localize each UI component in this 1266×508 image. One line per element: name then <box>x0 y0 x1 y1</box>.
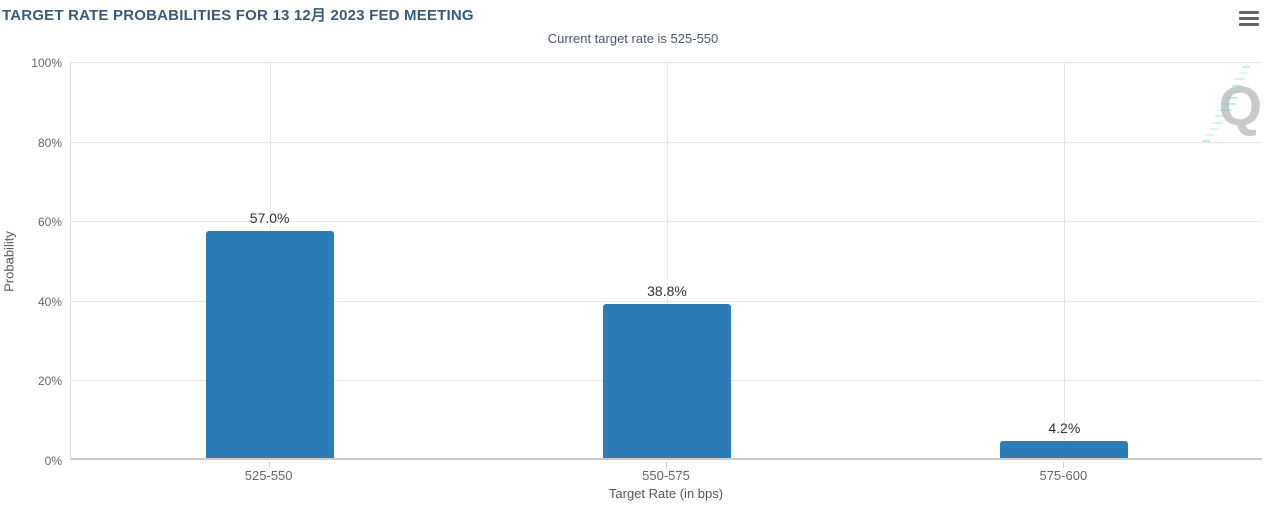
plot-area: 57.0% 38.8% 4.2% <box>70 62 1262 460</box>
x-axis-labels: 525-550 550-575 575-600 <box>70 460 1262 486</box>
bar-value-label: 4.2% <box>1014 420 1114 436</box>
category-label: 575-600 <box>1003 468 1123 483</box>
y-tick-label: 80% <box>0 136 62 150</box>
y-tick-label: 0% <box>0 454 62 468</box>
hamburger-menu-icon[interactable] <box>1239 10 1259 27</box>
category-label: 550-575 <box>606 468 726 483</box>
y-tick-label: 100% <box>0 56 62 70</box>
category-label: 525-550 <box>209 468 329 483</box>
bar-525-550[interactable] <box>206 231 334 458</box>
bar-value-label: 38.8% <box>617 283 717 299</box>
bar-575-600[interactable] <box>1000 441 1128 458</box>
menu-bar <box>1239 17 1259 20</box>
y-axis-title: Probability <box>2 207 17 317</box>
menu-bar <box>1239 11 1259 14</box>
chart-subtitle: Current target rate is 525-550 <box>0 31 1266 46</box>
x-axis-title: Target Rate (in bps) <box>70 486 1262 501</box>
bar-value-label: 57.0% <box>220 210 320 226</box>
bar-550-575[interactable] <box>603 304 731 458</box>
gridline-vertical <box>1064 62 1065 458</box>
fedwatch-chart: TARGET RATE PROBABILITIES FOR 13 12月 202… <box>0 0 1266 508</box>
y-tick-label: 20% <box>0 374 62 388</box>
menu-bar <box>1239 23 1259 26</box>
page-title: TARGET RATE PROBABILITIES FOR 13 12月 202… <box>2 4 474 25</box>
